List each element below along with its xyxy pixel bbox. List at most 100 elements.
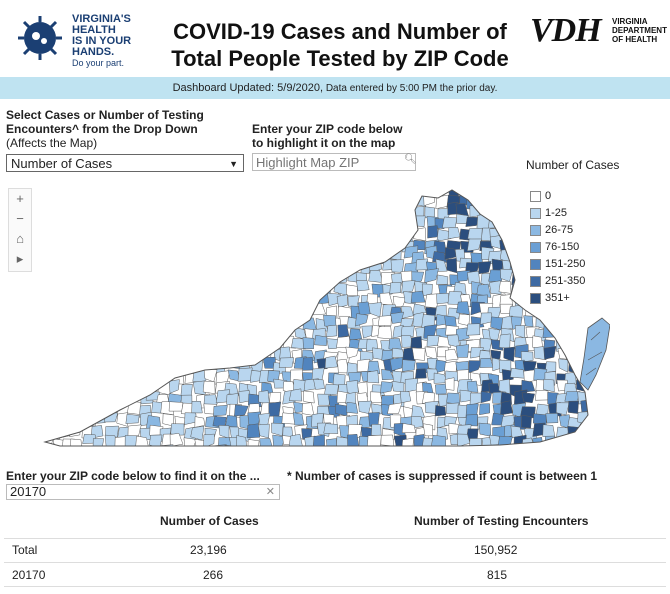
- zip-region[interactable]: [379, 448, 392, 450]
- zip-region[interactable]: [104, 302, 118, 314]
- zip-region[interactable]: [302, 357, 314, 371]
- zip-region[interactable]: [256, 303, 270, 317]
- zip-region[interactable]: [94, 262, 109, 276]
- zip-region[interactable]: [257, 194, 270, 206]
- zip-region[interactable]: [457, 433, 471, 447]
- zip-region[interactable]: [185, 346, 199, 361]
- zip-region[interactable]: [545, 270, 559, 283]
- zip-region[interactable]: [126, 186, 140, 199]
- zip-region[interactable]: [293, 212, 305, 227]
- zip-region[interactable]: [40, 371, 53, 384]
- zip-region[interactable]: [434, 405, 447, 417]
- zip-region[interactable]: [570, 249, 584, 264]
- zip-region[interactable]: [149, 279, 166, 295]
- zip-region[interactable]: [94, 372, 105, 387]
- zip-region[interactable]: [86, 404, 101, 416]
- zip-region[interactable]: [488, 180, 500, 193]
- zip-region[interactable]: [51, 206, 66, 222]
- zip-region[interactable]: [587, 296, 598, 308]
- zip-region[interactable]: [204, 204, 219, 218]
- zip-region[interactable]: [469, 438, 483, 448]
- zip-region[interactable]: [71, 325, 85, 340]
- zip-region[interactable]: [377, 192, 390, 206]
- zip-region[interactable]: [522, 292, 535, 309]
- zip-region[interactable]: [412, 215, 426, 228]
- zip-region[interactable]: [136, 350, 149, 364]
- zip-region[interactable]: [267, 324, 282, 339]
- zip-region[interactable]: [72, 207, 83, 222]
- zip-region[interactable]: [359, 206, 371, 221]
- zip-region[interactable]: [82, 183, 95, 197]
- zip-region[interactable]: [335, 403, 348, 417]
- zip-region[interactable]: [269, 307, 284, 318]
- zip-region[interactable]: [359, 449, 371, 450]
- zip-region[interactable]: [324, 447, 335, 450]
- zip-region[interactable]: [498, 281, 512, 294]
- zip-region[interactable]: [40, 212, 50, 228]
- zip-region[interactable]: [270, 200, 281, 217]
- zip-region[interactable]: [574, 257, 590, 268]
- zip-region[interactable]: [270, 226, 285, 240]
- zip-region[interactable]: [546, 195, 561, 210]
- zip-region[interactable]: [138, 317, 153, 330]
- zip-region[interactable]: [334, 208, 346, 220]
- zip-region[interactable]: [69, 315, 83, 329]
- zip-region[interactable]: [313, 246, 325, 261]
- zip-region[interactable]: [423, 182, 436, 195]
- zip-region[interactable]: [534, 290, 546, 303]
- zip-region[interactable]: [194, 250, 209, 264]
- zip-region[interactable]: [333, 184, 345, 197]
- zip-region[interactable]: [171, 328, 187, 342]
- zip-region[interactable]: [190, 271, 204, 287]
- zip-region[interactable]: [217, 437, 232, 450]
- zip-region[interactable]: [191, 400, 203, 414]
- zip-region[interactable]: [466, 323, 481, 336]
- zip-region[interactable]: [521, 379, 536, 393]
- zip-region[interactable]: [106, 195, 121, 209]
- zip-region[interactable]: [149, 192, 164, 205]
- zip-region[interactable]: [52, 339, 66, 354]
- zip-region[interactable]: [135, 281, 149, 295]
- zip-region[interactable]: [41, 326, 53, 340]
- zip-region[interactable]: [412, 187, 426, 197]
- zip-region[interactable]: [124, 270, 138, 284]
- zip-region[interactable]: [205, 283, 217, 297]
- zip-region[interactable]: [42, 424, 54, 437]
- zip-region[interactable]: [314, 334, 328, 346]
- zip-region[interactable]: [80, 358, 96, 371]
- zip-region[interactable]: [323, 423, 339, 434]
- zip-region[interactable]: [305, 214, 318, 228]
- zip-region[interactable]: [238, 335, 253, 351]
- zip-region[interactable]: [564, 292, 577, 306]
- zip-region[interactable]: [412, 312, 424, 328]
- zip-region[interactable]: [134, 229, 151, 244]
- zip-region[interactable]: [313, 183, 325, 195]
- zip-region[interactable]: [567, 207, 579, 218]
- zip-region[interactable]: [124, 192, 136, 205]
- zip-region[interactable]: [70, 193, 83, 207]
- zip-region[interactable]: [40, 382, 52, 393]
- zip-region[interactable]: [235, 228, 251, 242]
- zip-region[interactable]: [40, 260, 52, 274]
- zip-region[interactable]: [63, 306, 76, 321]
- zip-region[interactable]: [81, 327, 94, 341]
- zip-region[interactable]: [447, 227, 461, 240]
- zip-region[interactable]: [305, 196, 318, 210]
- zip-region[interactable]: [59, 411, 73, 424]
- zip-region[interactable]: [237, 280, 250, 293]
- zip-region[interactable]: [545, 413, 559, 424]
- zip-region[interactable]: [445, 402, 460, 414]
- zip-region[interactable]: [558, 302, 571, 316]
- zip-region[interactable]: [158, 348, 170, 363]
- zip-region[interactable]: [62, 283, 76, 296]
- zip-region[interactable]: [503, 444, 516, 450]
- zip-region[interactable]: [105, 236, 121, 248]
- zip-region[interactable]: [543, 311, 557, 326]
- zip-region[interactable]: [328, 207, 339, 218]
- zip-region[interactable]: [421, 437, 435, 450]
- zip-region[interactable]: [73, 284, 87, 298]
- zip-region[interactable]: [587, 434, 599, 446]
- zip-region[interactable]: [174, 346, 187, 359]
- highlight-zip-input[interactable]: [252, 153, 416, 171]
- zip-region[interactable]: [94, 249, 106, 260]
